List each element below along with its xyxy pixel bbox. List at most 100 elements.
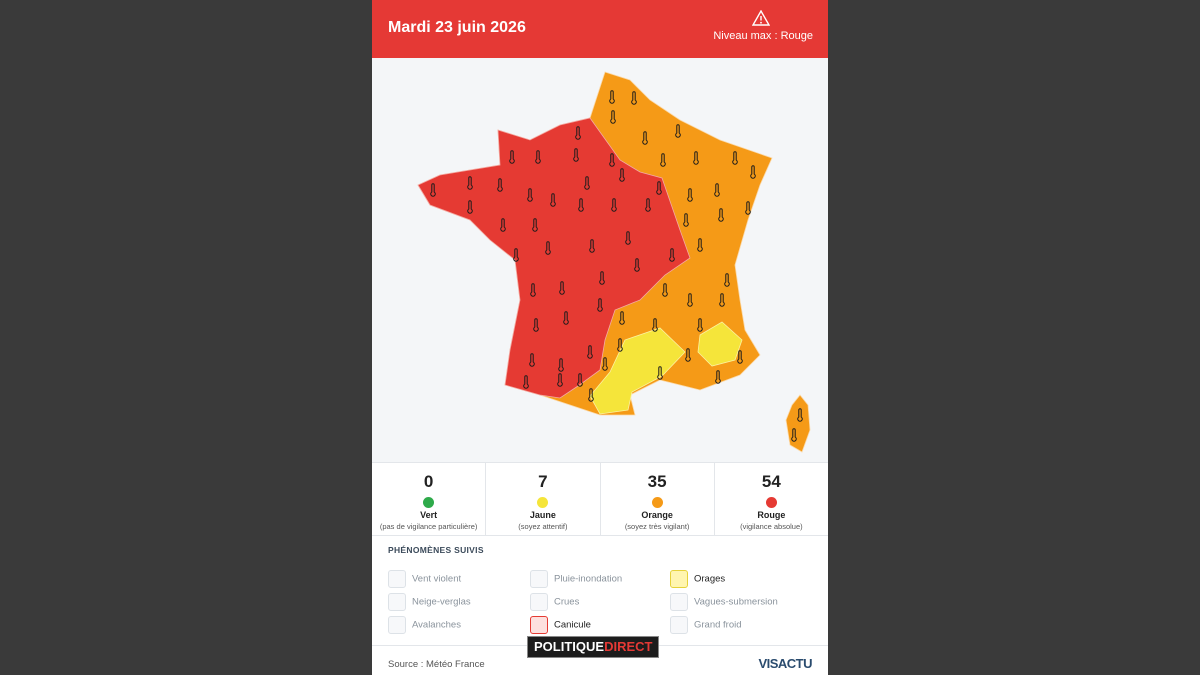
heat-icon (527, 188, 533, 202)
heat-icon (657, 366, 663, 380)
phenomenon-icon (388, 593, 406, 611)
max-level: Niveau max : Rouge (713, 30, 813, 42)
header: Mardi 23 juin 2026 Niveau max : Rouge (372, 0, 828, 58)
heat-icon (577, 373, 583, 387)
heat-icon (634, 258, 640, 272)
phenomenon: Pluie-inondation (530, 570, 622, 588)
level-count: 7 (538, 472, 548, 491)
heat-icon (683, 213, 689, 227)
phenomenon-label: Canicule (554, 619, 591, 631)
heat-icon (631, 91, 637, 105)
heat-icon (732, 151, 738, 165)
phenomenon-label: Vagues-submersion (694, 596, 778, 608)
heat-icon (619, 311, 625, 325)
source: Source : Météo France (388, 659, 485, 670)
heat-icon (609, 90, 615, 104)
heat-icon (513, 248, 519, 262)
warning-icon (752, 10, 770, 26)
heat-icon (685, 348, 691, 362)
level-name: Orange (641, 510, 673, 520)
heat-icon (675, 124, 681, 138)
heat-icon (724, 273, 730, 287)
heat-icon (750, 165, 756, 179)
level-dot (765, 497, 777, 508)
level-counts: 0 Vert (pas de vigilance particulière) 7 Jau… (372, 462, 828, 536)
level: 54 Rouge (vigilance absolue) (715, 463, 828, 535)
heat-icon (669, 248, 675, 262)
heat-icon (697, 238, 703, 252)
level-dot (651, 497, 663, 508)
heat-icon (693, 151, 699, 165)
level: 0 Vert (pas de vigilance particulière) (372, 463, 487, 535)
phenomenon-icon (530, 570, 548, 588)
phenomenon-icon (670, 616, 688, 634)
heat-icon (563, 311, 569, 325)
heat-icon (687, 188, 693, 202)
level-name: Jaune (529, 510, 556, 520)
phenomenon: Orages (670, 570, 725, 588)
vigilance-card: Mardi 23 juin 2026 Niveau max : Rouge 0 V… (372, 0, 828, 675)
phenomenon-label: Crues (554, 596, 580, 608)
heat-icon (509, 150, 515, 164)
heat-icon (619, 168, 625, 182)
phenomenon-icon (670, 593, 688, 611)
heat-icon (645, 198, 651, 212)
heat-icon (602, 357, 608, 371)
heat-icon (573, 148, 579, 162)
level-count: 35 (647, 472, 667, 491)
brand-logo: VISACTU (758, 656, 812, 671)
map-area (372, 58, 828, 462)
level: 35 Orange (soyez très vigilant) (601, 463, 715, 535)
level-note: (soyez très vigilant) (624, 522, 690, 531)
heat-icon (617, 338, 623, 352)
phenomenon-label: Vent violent (412, 573, 462, 585)
heat-icon (550, 193, 556, 207)
phenomena-title: PHÉNOMÈNES SUIVIS (388, 545, 484, 555)
heat-icon (532, 218, 538, 232)
heat-icon (610, 110, 616, 124)
heat-icon (557, 373, 563, 387)
phenomenon: Neige-verglas (388, 593, 471, 611)
heat-icon (599, 271, 605, 285)
heat-icon (500, 218, 506, 232)
region-yellow (697, 321, 743, 367)
phenomenon-icon (388, 570, 406, 588)
level-count: 0 (423, 472, 434, 491)
level-note: (pas de vigilance particulière) (379, 522, 478, 531)
phenomenon-icon (388, 616, 406, 634)
level-name: Vert (420, 510, 438, 520)
phenomenon: Avalanches (388, 616, 461, 634)
heat-icon (545, 241, 551, 255)
heat-icon (530, 283, 536, 297)
heat-icon (597, 298, 603, 312)
heat-icon (660, 153, 666, 167)
phenomenon: Vent violent (388, 570, 461, 588)
heat-icon (652, 318, 658, 332)
level-dot (423, 497, 435, 508)
heat-icon (558, 358, 564, 372)
phenomenon-label: Pluie-inondation (554, 573, 623, 585)
heat-icon (588, 388, 594, 402)
heat-icon (714, 183, 720, 197)
watermark-part: DIRECT (604, 639, 653, 654)
level-note: (soyez attentif) (518, 522, 568, 531)
heat-icon (737, 350, 743, 364)
heat-icon (467, 176, 473, 190)
level-dot (537, 497, 549, 508)
phenomenon: Vagues-submersion (670, 593, 778, 611)
phenomenon-label: Avalanches (412, 619, 461, 631)
heat-icon (662, 283, 668, 297)
header-title: Mardi 23 juin 2026 (388, 19, 526, 36)
heat-icon (529, 353, 535, 367)
heat-icon (578, 198, 584, 212)
heat-icon (584, 176, 590, 190)
level: 7 Jaune (soyez attentif) (486, 463, 601, 535)
level-count: 54 (761, 472, 781, 491)
heat-icon (642, 131, 648, 145)
level-name: Rouge (757, 510, 786, 520)
heat-icon (497, 178, 503, 192)
heat-icon (718, 208, 724, 222)
heat-icon (589, 239, 595, 253)
france-map (417, 71, 811, 453)
